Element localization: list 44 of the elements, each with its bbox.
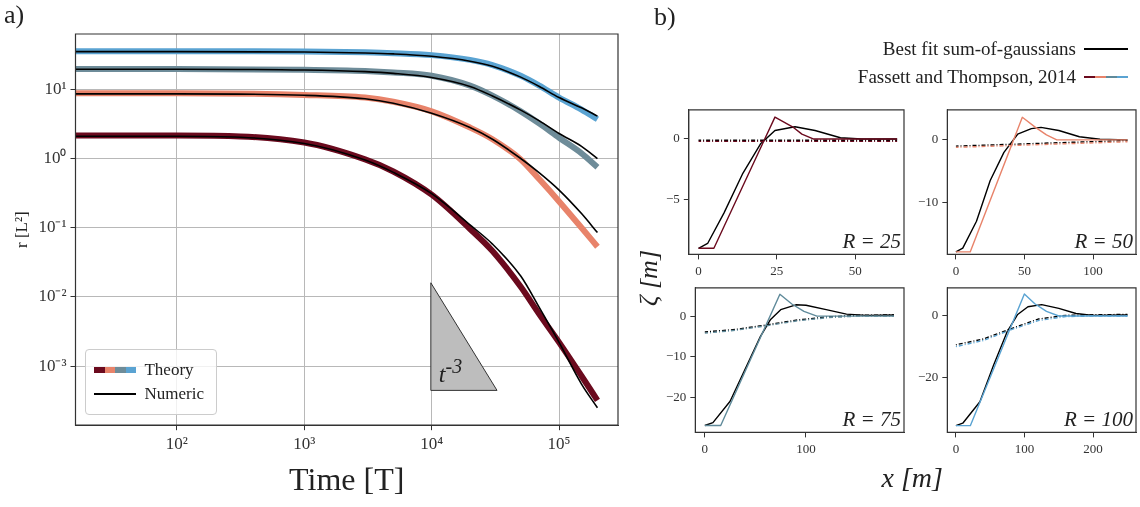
y-tick-label: 10⁻¹ (38, 217, 67, 237)
x-tick-label: 100 (1014, 440, 1035, 456)
y-tick-label: 0 (931, 131, 939, 147)
chart-title: b) (654, 2, 676, 32)
x-tick-label: 10³ (293, 433, 316, 453)
y-tick-label: 10¹ (44, 78, 67, 98)
annotation: t$^{-3}$ (438, 355, 463, 389)
x-tick-label: 0 (952, 440, 960, 456)
legend-label: Fassett and Thompson, 2014 (857, 66, 1076, 88)
y-axis-title: r [L²] (11, 211, 31, 248)
x-tick-label: 0 (952, 262, 960, 278)
chart-title: a) (4, 0, 25, 30)
annotation: R = 100 (1063, 407, 1134, 432)
annotation: R = 50 (1073, 229, 1134, 254)
legend-label: Best fit sum-of-gaussians (882, 38, 1076, 60)
annotation: R = 25 (841, 229, 901, 254)
x-axis-title: Time [T] (289, 461, 405, 498)
x-tick-label: 10⁵ (547, 433, 571, 453)
y-tick-label: −10 (665, 348, 687, 364)
x-axis-title: x [m] (881, 462, 943, 494)
y-tick-label: −10 (917, 193, 939, 209)
x-tick-label: 10² (165, 433, 188, 453)
y-tick-label: −5 (665, 191, 680, 207)
x-tick-label: 0 (695, 262, 702, 278)
x-tick-label: 100 (1083, 262, 1103, 278)
y-tick-label: 0 (673, 130, 680, 146)
y-tick-label: 10⁰ (43, 147, 67, 167)
y-axis-title: ζ [m] (634, 249, 664, 307)
y-tick-label: 0 (679, 307, 687, 323)
y-tick-label: −20 (665, 388, 687, 404)
x-tick-label: 50 (848, 262, 862, 278)
y-tick-label: 0 (931, 307, 939, 323)
y-tick-label: 10⁻³ (38, 355, 67, 375)
x-tick-label: 50 (1018, 262, 1032, 278)
x-tick-label: 25 (770, 262, 784, 278)
legend-label: Numeric (144, 384, 204, 405)
y-tick-label: −20 (917, 368, 939, 384)
x-tick-label: 200 (1083, 440, 1103, 456)
x-tick-label: 10⁴ (420, 433, 444, 453)
x-tick-label: 0 (701, 440, 709, 456)
annotation: R = 75 (841, 407, 901, 432)
x-tick-label: 100 (796, 440, 816, 456)
legend-label: Theory (144, 360, 194, 381)
y-tick-label: 10⁻² (38, 286, 67, 306)
